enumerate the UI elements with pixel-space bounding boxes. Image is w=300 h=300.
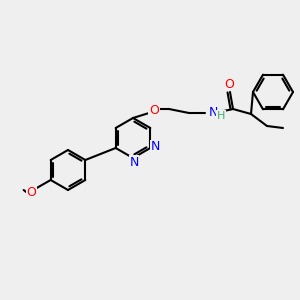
Text: H: H <box>217 111 225 121</box>
Text: N: N <box>151 140 160 154</box>
Text: N: N <box>208 106 218 118</box>
Text: O: O <box>27 185 37 199</box>
Text: O: O <box>224 77 234 91</box>
Text: O: O <box>149 103 159 116</box>
Text: N: N <box>129 155 139 169</box>
